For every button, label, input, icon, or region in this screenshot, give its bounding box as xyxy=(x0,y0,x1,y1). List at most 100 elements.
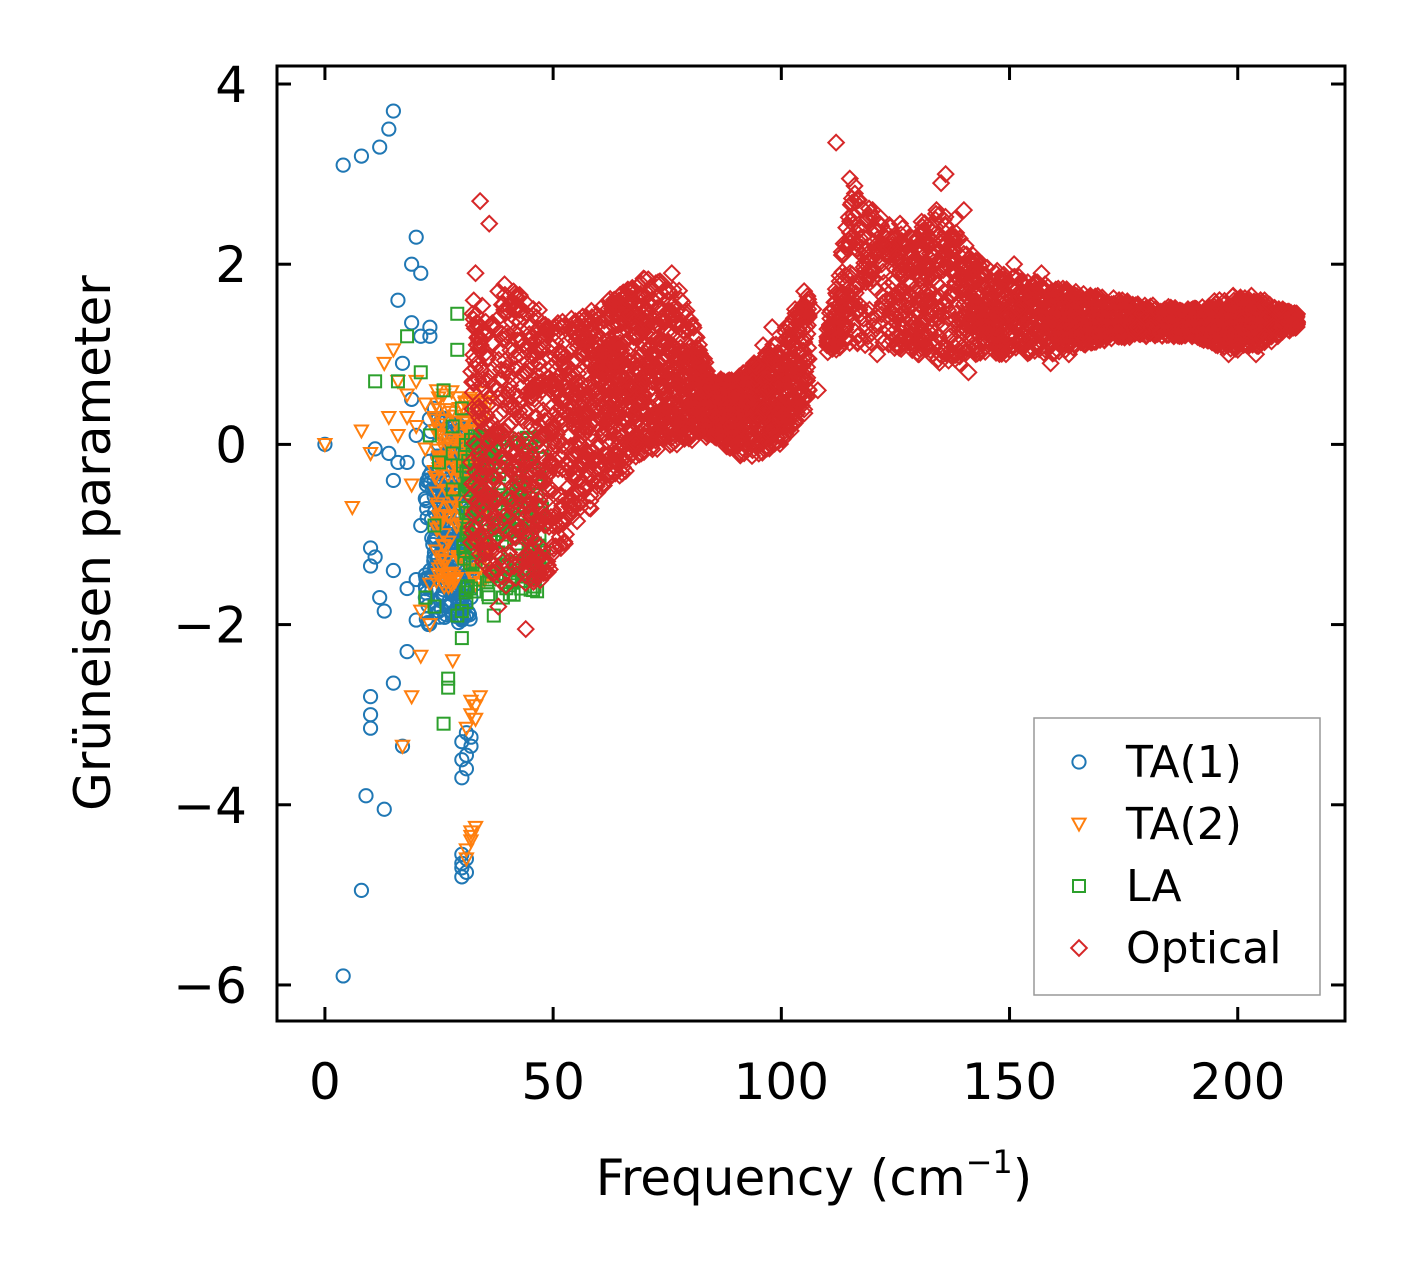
data-point-diamond xyxy=(544,419,563,439)
data-point-diamond xyxy=(556,489,575,508)
data-point-diamond xyxy=(625,283,645,302)
data-point-diamond xyxy=(557,453,577,472)
data-point-diamond xyxy=(1160,313,1179,332)
data-point-diamond xyxy=(918,256,937,275)
data-point-diamond xyxy=(489,597,508,616)
data-point-diamond xyxy=(649,327,668,347)
data-point-triangle-down xyxy=(407,419,425,436)
data-point-diamond xyxy=(1182,327,1202,346)
data-point-diamond xyxy=(1242,321,1261,340)
data-point-diamond xyxy=(839,307,858,326)
data-point-diamond xyxy=(462,523,482,543)
data-point-diamond xyxy=(509,300,529,320)
data-point-diamond xyxy=(1228,340,1247,360)
data-point-diamond xyxy=(671,291,691,310)
data-point-square xyxy=(450,608,465,623)
data-point-diamond xyxy=(617,433,636,452)
data-point-diamond xyxy=(1023,291,1042,310)
data-point-diamond xyxy=(1041,354,1060,373)
data-point-diamond xyxy=(916,245,935,264)
data-point-diamond xyxy=(953,259,973,278)
data-point-diamond xyxy=(1201,322,1220,341)
data-point-diamond xyxy=(870,235,890,254)
data-point-diamond xyxy=(936,164,955,184)
data-point-square xyxy=(368,374,383,389)
data-point-triangle-down xyxy=(440,535,457,551)
data-point-diamond xyxy=(658,309,677,328)
data-point-square xyxy=(454,604,469,619)
data-point-diamond xyxy=(1069,938,1089,958)
data-point-circle xyxy=(408,427,424,443)
data-point-diamond xyxy=(594,426,613,445)
data-point-triangle-down xyxy=(403,690,420,706)
data-point-circle xyxy=(454,734,470,750)
data-point-diamond xyxy=(644,345,663,364)
data-point-diamond xyxy=(1055,300,1074,319)
data-point-diamond xyxy=(568,380,587,399)
data-point-diamond xyxy=(676,372,695,391)
data-point-diamond xyxy=(1146,300,1165,319)
data-point-diamond xyxy=(936,296,955,315)
data-point-square xyxy=(450,342,465,357)
data-point-diamond xyxy=(827,329,847,348)
data-point-diamond xyxy=(505,341,524,360)
data-point-diamond xyxy=(954,283,974,303)
data-point-diamond xyxy=(626,318,645,337)
data-point-triangle-down xyxy=(427,544,445,560)
data-point-diamond xyxy=(966,303,985,322)
data-point-diamond xyxy=(509,431,528,450)
data-point-diamond xyxy=(612,340,631,360)
data-point-diamond xyxy=(840,169,860,188)
data-point-diamond xyxy=(945,209,964,229)
data-point-diamond xyxy=(796,317,816,337)
data-point-diamond xyxy=(560,497,579,516)
data-point-diamond xyxy=(599,462,619,481)
data-point-triangle-down xyxy=(344,501,361,517)
data-point-diamond xyxy=(1068,329,1087,348)
data-point-diamond xyxy=(543,382,562,402)
data-point-diamond xyxy=(1260,295,1279,314)
data-point-diamond xyxy=(654,430,673,449)
data-point-diamond xyxy=(571,498,590,517)
axis-ticks xyxy=(277,66,1345,1021)
data-point-triangle-down xyxy=(389,428,407,445)
y-axis-title: Grüneisen parameter xyxy=(64,275,122,811)
data-point-diamond xyxy=(580,354,599,373)
data-point-diamond xyxy=(1109,291,1129,310)
data-point-diamond xyxy=(461,453,481,472)
data-point-circle xyxy=(335,157,351,173)
data-point-diamond xyxy=(639,381,659,400)
data-point-diamond xyxy=(1105,318,1124,337)
data-point-diamond xyxy=(464,291,483,310)
data-point-diamond xyxy=(532,425,551,445)
data-point-diamond xyxy=(669,411,689,430)
data-point-diamond xyxy=(946,223,966,243)
data-point-diamond xyxy=(652,273,672,293)
data-point-diamond xyxy=(574,455,593,474)
data-point-diamond xyxy=(808,381,828,400)
data-point-diamond xyxy=(1064,300,1083,320)
data-point-circle xyxy=(463,738,479,754)
data-point-square xyxy=(445,419,460,434)
data-point-square xyxy=(427,518,442,533)
data-point-diamond xyxy=(498,327,517,346)
data-point-triangle-down xyxy=(428,486,445,502)
data-point-diamond xyxy=(636,366,655,385)
data-point-diamond xyxy=(954,319,974,339)
data-point-diamond xyxy=(705,419,724,439)
data-point-diamond xyxy=(546,508,565,527)
data-point-diamond xyxy=(1168,325,1187,345)
data-point-diamond xyxy=(996,271,1016,290)
data-point-square xyxy=(481,590,496,605)
data-point-diamond xyxy=(689,335,709,354)
data-point-diamond xyxy=(1227,327,1246,347)
data-point-diamond xyxy=(518,340,537,360)
data-point-diamond xyxy=(465,475,485,494)
data-point-diamond xyxy=(772,354,791,373)
data-point-diamond xyxy=(656,383,676,403)
data-point-triangle-down xyxy=(430,510,448,526)
data-point-diamond xyxy=(934,258,954,277)
data-point-diamond xyxy=(967,340,986,360)
data-point-diamond xyxy=(627,326,646,345)
legend-box xyxy=(1033,717,1321,996)
